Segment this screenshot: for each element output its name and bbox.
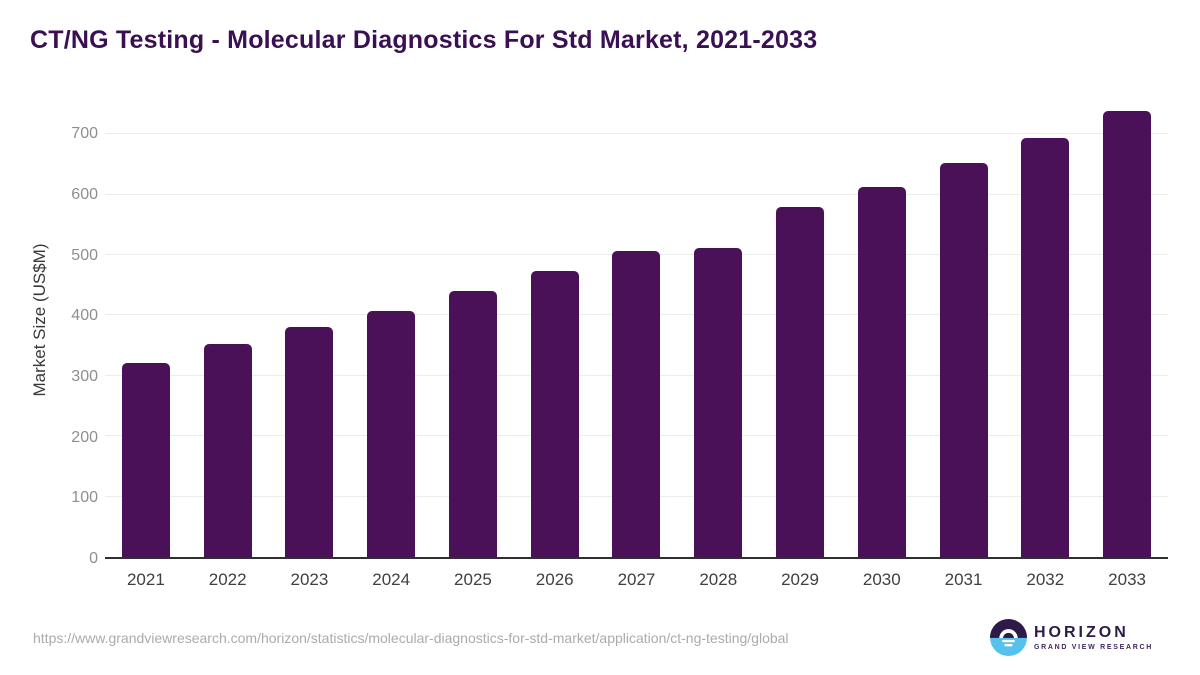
x-tick-label-2021: 2021 bbox=[126, 570, 165, 589]
y-tick-label-300: 300 bbox=[71, 368, 98, 385]
bar-2030 bbox=[857, 187, 906, 557]
x-tick-label-2027: 2027 bbox=[617, 570, 656, 589]
chart-title: CT/NG Testing - Molecular Diagnostics Fo… bbox=[30, 26, 818, 54]
bar-2024 bbox=[367, 310, 416, 557]
gridline-600 bbox=[105, 193, 1168, 195]
y-tick-label-500: 500 bbox=[71, 246, 98, 264]
y-tick-label-400: 400 bbox=[71, 307, 98, 325]
logo-sub-brand: GRAND VIEW RESEARCH bbox=[1033, 643, 1153, 651]
x-tick-label-2025: 2025 bbox=[454, 570, 492, 589]
y-tick-label-100: 100 bbox=[71, 489, 98, 507]
x-tick-label-2024: 2024 bbox=[372, 570, 411, 589]
source-url-text: https://www.grandviewresearch.com/horizo… bbox=[33, 630, 789, 646]
bar-2028 bbox=[694, 247, 743, 557]
x-tick-label-2031: 2031 bbox=[944, 570, 983, 589]
x-tick-label-2022: 2022 bbox=[208, 570, 247, 589]
plot-area bbox=[105, 104, 1168, 559]
x-tick-label-2032: 2032 bbox=[1026, 570, 1065, 589]
logo-text: HORIZON GRAND VIEW RESEARCH bbox=[1034, 624, 1153, 651]
x-tick-label-2033: 2033 bbox=[1108, 570, 1146, 589]
gridline-700 bbox=[105, 133, 1168, 135]
bar-2031 bbox=[939, 163, 988, 557]
y-tick-label-700: 700 bbox=[71, 125, 98, 143]
bar-2021 bbox=[121, 362, 170, 557]
bar-2029 bbox=[776, 206, 824, 557]
x-tick-label-2026: 2026 bbox=[535, 570, 574, 589]
horizon-sunset-circle-icon bbox=[989, 619, 1027, 656]
bar-2026 bbox=[530, 271, 579, 557]
bar-2032 bbox=[1021, 138, 1070, 557]
bar-2027 bbox=[612, 250, 661, 557]
y-tick-label-0: 0 bbox=[89, 550, 98, 567]
x-tick-label-2029: 2029 bbox=[781, 570, 819, 589]
horizon-logo: HORIZON GRAND VIEW RESEARCH bbox=[989, 619, 1153, 656]
bar-2033 bbox=[1103, 111, 1152, 557]
y-tick-label-600: 600 bbox=[71, 186, 98, 203]
y-tick-label-200: 200 bbox=[71, 428, 98, 446]
x-tick-label-2030: 2030 bbox=[862, 570, 901, 589]
bar-2023 bbox=[285, 327, 334, 557]
bar-2022 bbox=[203, 343, 252, 557]
x-tick-label-2023: 2023 bbox=[290, 570, 329, 589]
x-tick-label-2028: 2028 bbox=[699, 570, 738, 589]
x-axis-tick-labels: 2021 2022 2023 2024 2025 2026 2027 2028 2029 2030… bbox=[105, 570, 1168, 590]
y-axis-tick-labels: 0 100 200 300 400 500 600 700 bbox=[0, 104, 98, 567]
logo-brand: HORIZON bbox=[1033, 624, 1129, 642]
bar-2025 bbox=[448, 291, 497, 557]
